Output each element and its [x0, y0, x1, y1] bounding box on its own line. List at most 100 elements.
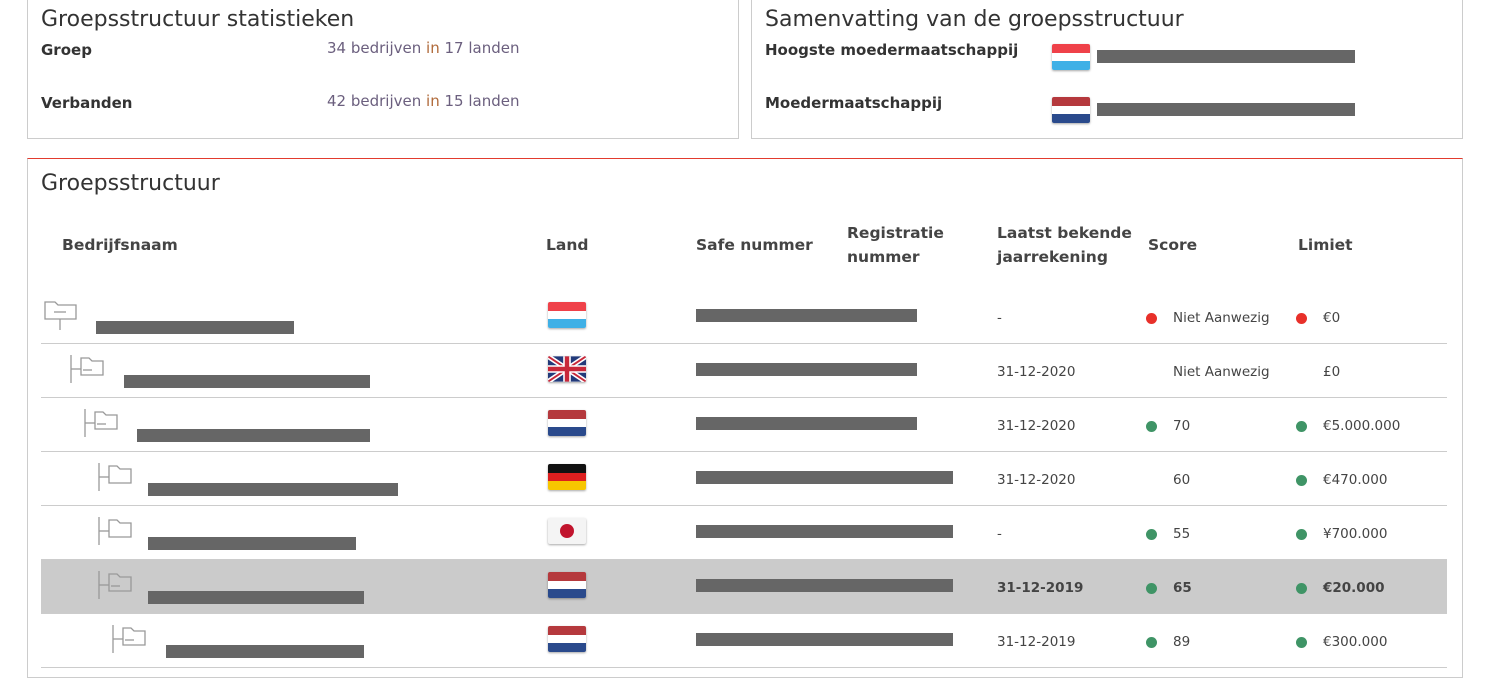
folder-icon[interactable] — [98, 462, 138, 492]
header-limit: Limiet — [1298, 236, 1353, 254]
last-accounts-date: - — [997, 526, 1002, 542]
folder-collapse-icon[interactable] — [70, 354, 110, 384]
last-accounts-date: - — [997, 310, 1002, 326]
redacted-company-name[interactable] — [96, 321, 294, 334]
in-text: in — [426, 92, 440, 110]
limit-status-dot — [1296, 313, 1307, 324]
score-status-dot — [1146, 529, 1157, 540]
limit-value: €20.000 — [1323, 580, 1385, 596]
group-value: 34 bedrijven in 17 landen — [327, 39, 519, 57]
redacted-company-name[interactable] — [166, 645, 364, 658]
limit-value: ¥700.000 — [1323, 526, 1388, 542]
redacted-company-name[interactable] — [137, 429, 370, 442]
folder-icon[interactable] — [98, 516, 138, 546]
redacted-company-name[interactable] — [124, 375, 370, 388]
japan-flag-icon — [548, 518, 586, 544]
last-accounts-date: 31-12-2020 — [997, 418, 1076, 434]
score-status-dot — [1146, 421, 1157, 432]
header-last-accounts: Laatst bekende jaarrekening — [997, 221, 1132, 269]
summary-title: Samenvatting van de groepsstructuur — [765, 7, 1184, 32]
netherlands-flag-icon — [1052, 97, 1090, 123]
score-value: 55 — [1173, 526, 1191, 542]
redacted-company-name[interactable] — [148, 537, 356, 550]
group-label: Groep — [41, 41, 92, 59]
limit-value: €0 — [1323, 310, 1341, 326]
table-row[interactable]: 31-12-2019 89 €300.000 — [41, 614, 1447, 668]
redacted-safe-number — [696, 579, 953, 592]
score-value: 70 — [1173, 418, 1191, 434]
redacted-company-name[interactable] — [148, 591, 364, 604]
last-accounts-date: 31-12-2019 — [997, 580, 1084, 596]
netherlands-flag-icon — [548, 410, 586, 436]
redacted-parent-name — [1097, 103, 1355, 116]
score-value: Niet Aanwezig — [1173, 310, 1270, 326]
luxembourg-flag-icon — [548, 302, 586, 328]
last-accounts-date: 31-12-2020 — [997, 472, 1076, 488]
table-row[interactable]: - 55 ¥700.000 — [41, 506, 1447, 560]
germany-flag-icon — [548, 464, 586, 490]
links-label: Verbanden — [41, 94, 133, 112]
redacted-safe-number — [696, 633, 953, 646]
header-name: Bedrijfsnaam — [62, 236, 178, 254]
table-row[interactable]: 31-12-2019 65 €20.000 — [41, 560, 1447, 614]
ultimate-parent-label: Hoogste moedermaatschappij — [765, 41, 1019, 59]
score-status-dot — [1146, 637, 1157, 648]
in-text: in — [426, 39, 440, 57]
limit-value: £0 — [1323, 364, 1341, 380]
group-count: 34 bedrijven — [327, 39, 422, 57]
header-last-line1: Laatst bekende — [997, 224, 1132, 242]
redacted-safe-number — [696, 417, 917, 430]
folder-collapse-icon[interactable] — [44, 300, 80, 334]
netherlands-flag-icon — [548, 626, 586, 652]
score-value: 65 — [1173, 580, 1192, 596]
table-row[interactable]: 31-12-2020 60 €470.000 — [41, 452, 1447, 506]
structure-panel: Groepsstructuur Bedrijfsnaam Land Safe n… — [27, 158, 1463, 678]
group-countries: 17 landen — [444, 39, 520, 57]
score-status-dot — [1146, 313, 1157, 324]
folder-collapse-icon[interactable] — [98, 570, 138, 600]
limit-value: €470.000 — [1323, 472, 1388, 488]
redacted-ultimate-parent-name — [1097, 50, 1355, 63]
folder-collapse-icon[interactable] — [84, 408, 124, 438]
links-value: 42 bedrijven in 15 landen — [327, 92, 519, 110]
redacted-company-name[interactable] — [148, 483, 398, 496]
score-value: 60 — [1173, 472, 1191, 488]
table-row[interactable]: - Niet Aanwezig €0 — [41, 286, 1447, 344]
header-safe: Safe nummer — [696, 236, 813, 254]
redacted-safe-number — [696, 309, 917, 322]
header-reg-line2: nummer — [847, 248, 920, 266]
limit-status-dot — [1296, 637, 1307, 648]
header-score: Score — [1148, 236, 1198, 254]
parent-label: Moedermaatschappij — [765, 94, 943, 112]
header-country: Land — [546, 236, 589, 254]
header-reg: Registratie nummer — [847, 221, 944, 269]
uk-flag-icon — [548, 356, 586, 382]
limit-status-dot — [1296, 529, 1307, 540]
table-row[interactable]: 31-12-2020 Niet Aanwezig £0 — [41, 344, 1447, 398]
last-accounts-date: 31-12-2020 — [997, 364, 1076, 380]
netherlands-flag-icon — [548, 572, 586, 598]
structure-title: Groepsstructuur — [41, 171, 220, 196]
redacted-safe-number — [696, 471, 953, 484]
luxembourg-flag-icon — [1052, 44, 1090, 70]
redacted-safe-number — [696, 363, 917, 376]
limit-value: €300.000 — [1323, 634, 1388, 650]
redacted-safe-number — [696, 525, 953, 538]
limit-status-dot — [1296, 475, 1307, 486]
last-accounts-date: 31-12-2019 — [997, 634, 1076, 650]
header-reg-line1: Registratie — [847, 224, 944, 242]
score-value: 89 — [1173, 634, 1191, 650]
summary-panel: Samenvatting van de groepsstructuur Hoog… — [751, 0, 1463, 139]
folder-collapse-icon[interactable] — [112, 624, 152, 654]
score-value: Niet Aanwezig — [1173, 364, 1270, 380]
header-last-line2: jaarrekening — [997, 248, 1108, 266]
links-count: 42 bedrijven — [327, 92, 422, 110]
links-countries: 15 landen — [444, 92, 520, 110]
limit-value: €5.000.000 — [1323, 418, 1401, 434]
limit-status-dot — [1296, 421, 1307, 432]
score-status-dot — [1146, 583, 1157, 594]
stats-title: Groepsstructuur statistieken — [41, 7, 355, 32]
stats-panel: Groepsstructuur statistieken Groep 34 be… — [27, 0, 739, 139]
table-row[interactable]: 31-12-2020 70 €5.000.000 — [41, 398, 1447, 452]
limit-status-dot — [1296, 583, 1307, 594]
